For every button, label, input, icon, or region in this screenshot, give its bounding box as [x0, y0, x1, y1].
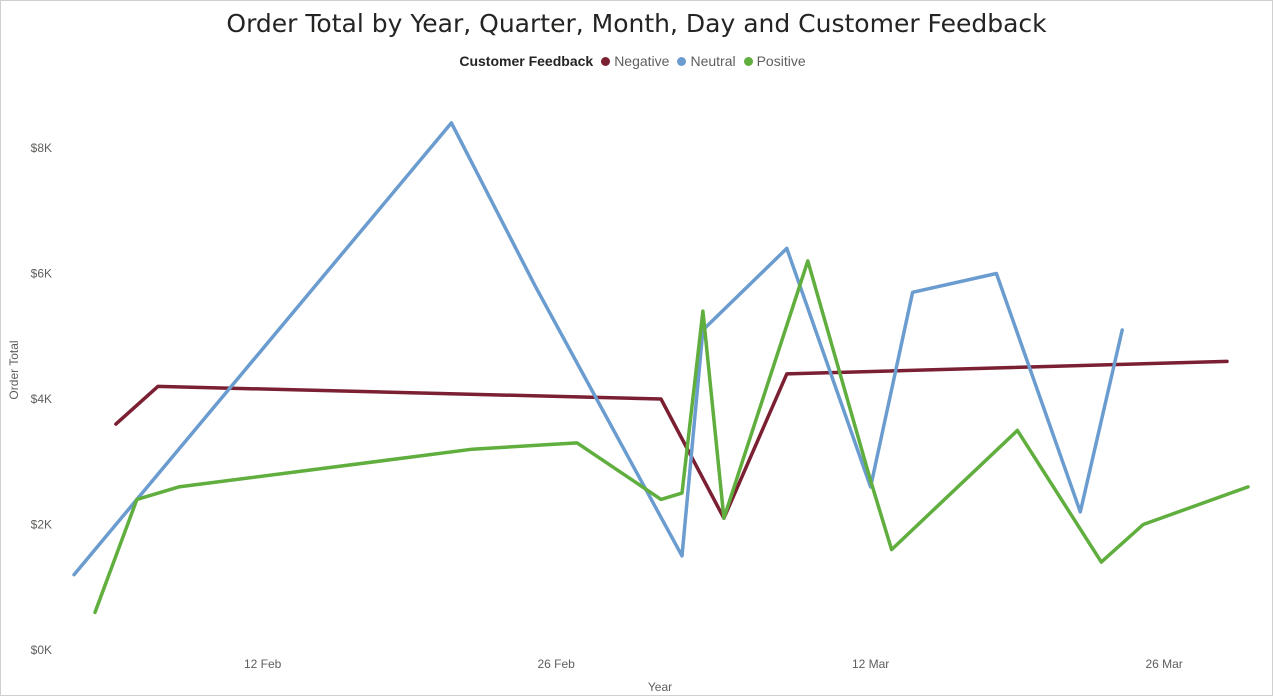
x-tick-12-feb: 12 Feb — [244, 657, 282, 671]
legend-dot-negative — [601, 56, 611, 66]
x-tick-26-feb: 26 Feb — [537, 657, 575, 671]
series-line-positive[interactable] — [93, 259, 1250, 615]
y-axis-title: Order Total — [7, 340, 21, 399]
chart-title: Order Total by Year, Quarter, Month, Day… — [226, 9, 1047, 38]
x-axis-title: Year — [648, 680, 672, 694]
legend-item-negative[interactable]: Negative — [601, 53, 669, 69]
x-tick-26-mar: 26 Mar — [1145, 657, 1182, 671]
y-tick--2k: $2K — [31, 518, 52, 532]
x-tick-12-mar: 12 Mar — [852, 657, 889, 671]
legend-item-positive[interactable]: Positive — [743, 53, 806, 69]
chart-legend: Customer Feedback Negative Neutral Posit… — [0, 53, 1273, 69]
legend-title: Customer Feedback — [459, 53, 594, 69]
series-line-neutral[interactable] — [72, 121, 1124, 577]
legend-dot-positive — [743, 56, 753, 66]
y-axis: $0K $2K $4K $6K $8K — [31, 141, 52, 657]
legend-item-neutral[interactable]: Neutral — [677, 53, 736, 69]
y-tick--0k: $0K — [31, 643, 52, 657]
y-tick--4k: $4K — [31, 392, 52, 406]
legend-label-negative: Negative — [614, 53, 670, 69]
legend-label-positive: Positive — [756, 53, 806, 69]
plot-area — [72, 121, 1250, 615]
y-tick--8k: $8K — [31, 141, 52, 155]
legend-dot-neutral — [677, 56, 687, 66]
y-tick--6k: $6K — [31, 267, 52, 281]
x-axis: 12 Feb 26 Feb 12 Mar 26 Mar — [244, 657, 1183, 671]
legend-label-neutral: Neutral — [690, 53, 736, 69]
